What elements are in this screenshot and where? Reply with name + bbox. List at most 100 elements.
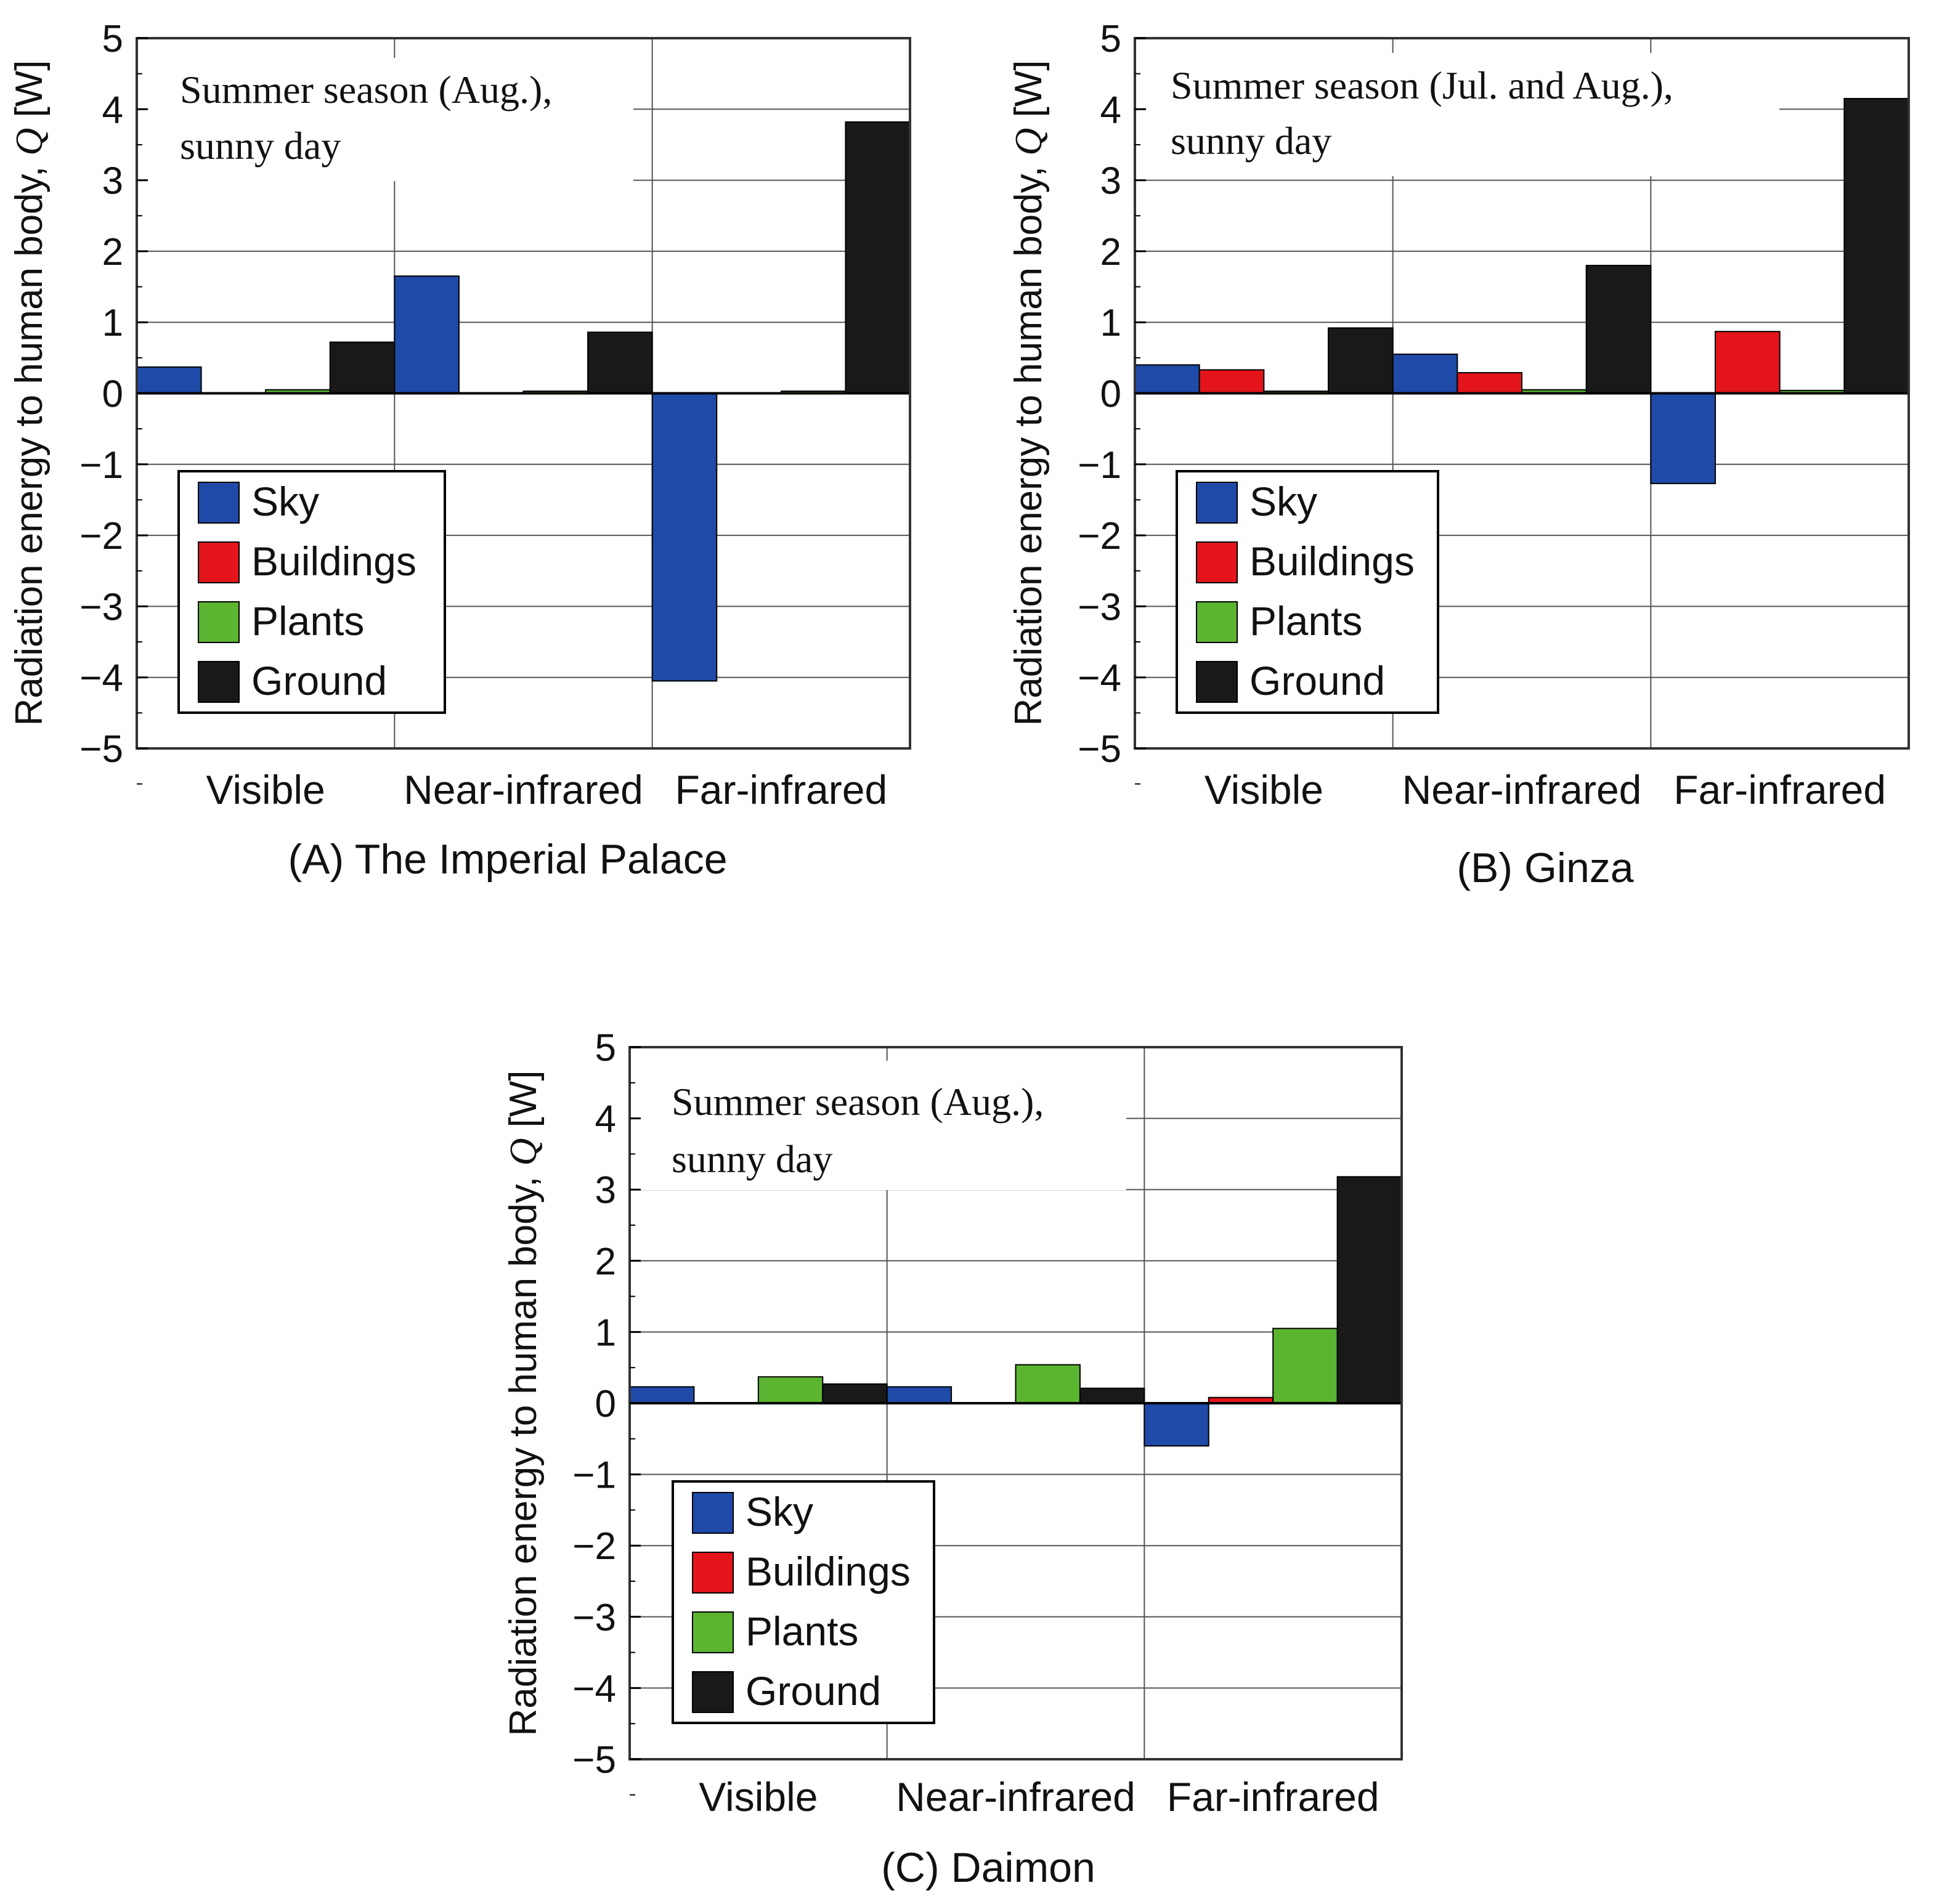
bar-ground-visible [822, 1383, 888, 1404]
x-tick-label: Far-infrared [675, 767, 887, 812]
legend-label-plants: Plants [251, 598, 364, 644]
legend-label-buildings: Buildings [251, 538, 416, 584]
x-tick-label: Near-infrared [1402, 767, 1642, 812]
legend-label-plants: Plants [746, 1608, 858, 1654]
annotation-line-2: sunny day [672, 1137, 832, 1181]
legend-swatch-ground [198, 661, 240, 703]
y-axis-label: Radiation energy to human body, Q [W] [8, 60, 51, 726]
y-tick-label: −1 [79, 444, 123, 487]
bar-ground-far-infrared [845, 121, 911, 394]
y-tick-label: 1 [102, 302, 123, 344]
panel-caption: (A) The Imperial Palace [288, 836, 727, 883]
bar-ground-visible [1328, 327, 1394, 394]
bar-plants-visible [757, 1376, 824, 1404]
x-tick-label: Near-infrared [404, 767, 643, 812]
y-tick-label: 5 [595, 1027, 616, 1069]
bar-sky-visible [136, 366, 202, 394]
bar-sky-far-infrared [1144, 1403, 1209, 1447]
x-tick-label: Far-infrared [1673, 767, 1886, 812]
bar-ground-near-infrared [1585, 264, 1652, 394]
bar-sky-visible [629, 1386, 695, 1404]
x-tick-label: Near-infrared [896, 1774, 1136, 1820]
x-tick-label: Visible [206, 767, 325, 812]
x-tick-label: Visible [1205, 767, 1323, 812]
y-tick-label: 1 [1100, 302, 1121, 344]
y-axis-label: Radiation energy to human body, Q [W] [502, 1071, 545, 1736]
y-tick-label: 4 [1100, 89, 1121, 131]
legend-swatch-plants [1196, 601, 1238, 643]
y-tick-label: 3 [595, 1169, 616, 1212]
y-tick-label: 1 [595, 1311, 616, 1354]
chart-panel-1: Summer season (Aug.), sunny day 5 4 3 2 1 0 −1 −2… [8, 18, 911, 883]
legend-swatch-ground [1196, 661, 1238, 703]
bar-ground-far-infrared [1843, 98, 1909, 394]
x-tick-label: Visible [699, 1774, 818, 1820]
y-axis-label: Radiation energy to human body, Q [W] [1007, 60, 1050, 726]
legend: Sky Buildings Plants Ground [177, 470, 446, 714]
bar-ground-far-infrared [1336, 1176, 1402, 1404]
y-tick-label: 0 [1100, 373, 1121, 416]
legend-swatch-plants [692, 1611, 734, 1653]
legend-swatch-buildings [692, 1552, 734, 1594]
legend-swatch-buildings [198, 541, 240, 583]
bar-buildings-far-infrared [1715, 331, 1781, 394]
bar-buildings-visible [1198, 369, 1265, 394]
legend: Sky Buildings Plants Ground [1176, 470, 1439, 714]
y-tick-label: −3 [1078, 586, 1121, 628]
legend-swatch-buildings [1196, 541, 1238, 583]
y-tick-label: −4 [572, 1667, 616, 1710]
bar-sky-near-infrared [394, 275, 460, 394]
y-tick-label: 5 [102, 18, 123, 60]
y-tick-label: 5 [1100, 18, 1121, 60]
annotation-line-1: Summer season (Jul. and Aug.), [1171, 63, 1673, 107]
annotation-line-2: sunny day [1171, 119, 1331, 163]
bar-ground-visible [329, 341, 396, 394]
chart-panel-3: Summer season (Aug.), sunny day 5 4 3 2 1 0 −1 −2… [502, 1027, 1403, 1891]
y-tick-label: 0 [102, 373, 123, 416]
y-tick-label: −2 [1078, 515, 1121, 557]
y-tick-label: 0 [595, 1383, 616, 1425]
y-tick-label: 2 [595, 1241, 616, 1283]
legend-swatch-sky [692, 1492, 734, 1534]
y-tick-label: −2 [79, 515, 123, 557]
annotation-line-1: Summer season (Aug.), [180, 68, 552, 111]
y-tick-label: −4 [79, 657, 123, 700]
y-tick-label: −5 [79, 728, 123, 771]
y-tick-label: 2 [102, 231, 123, 273]
legend-swatch-sky [198, 482, 240, 524]
bar-ground-near-infrared [587, 331, 653, 394]
legend-label-sky: Sky [1249, 479, 1317, 524]
y-tick-label: 3 [102, 160, 123, 203]
annotation-box [1145, 53, 1779, 176]
y-tick-label: −5 [572, 1739, 616, 1781]
y-tick-label: −2 [572, 1525, 616, 1568]
y-tick-label: −3 [79, 586, 123, 628]
bar-buildings-near-infrared [1457, 372, 1522, 394]
legend-label-ground: Ground [251, 658, 387, 703]
legend-label-sky: Sky [251, 479, 319, 524]
legend-label-buildings: Buildings [1249, 538, 1415, 584]
y-tick-label: −4 [1078, 657, 1121, 700]
legend-swatch-sky [1196, 482, 1238, 524]
bar-sky-far-infrared [1650, 392, 1716, 484]
y-tick-label: −5 [1078, 728, 1121, 771]
y-tick-label: −1 [572, 1454, 616, 1497]
bar-sky-visible [1134, 364, 1200, 394]
annotation-line-1: Summer season (Aug.), [672, 1080, 1044, 1124]
bar-ground-near-infrared [1079, 1387, 1145, 1404]
y-tick-label: −3 [572, 1597, 616, 1639]
bar-sky-near-infrared [1392, 354, 1458, 394]
panel-caption: (B) Ginza [1457, 845, 1633, 891]
legend-label-ground: Ground [1249, 658, 1385, 703]
bar-sky-far-infrared [651, 392, 718, 682]
legend-label-ground: Ground [746, 1668, 881, 1714]
bar-plants-near-infrared [1015, 1364, 1081, 1404]
x-tick-label: Far-infrared [1167, 1774, 1379, 1820]
chart-panel-2: Summer season (Jul. and Aug.), sunny day 5… [1007, 18, 1910, 891]
y-tick-label: −1 [1078, 444, 1121, 487]
panel-caption: (C) Daimon [881, 1844, 1095, 1891]
y-tick-label: 3 [1100, 160, 1121, 203]
legend: Sky Buildings Plants Ground [672, 1480, 935, 1724]
y-tick-label: 4 [595, 1098, 616, 1141]
